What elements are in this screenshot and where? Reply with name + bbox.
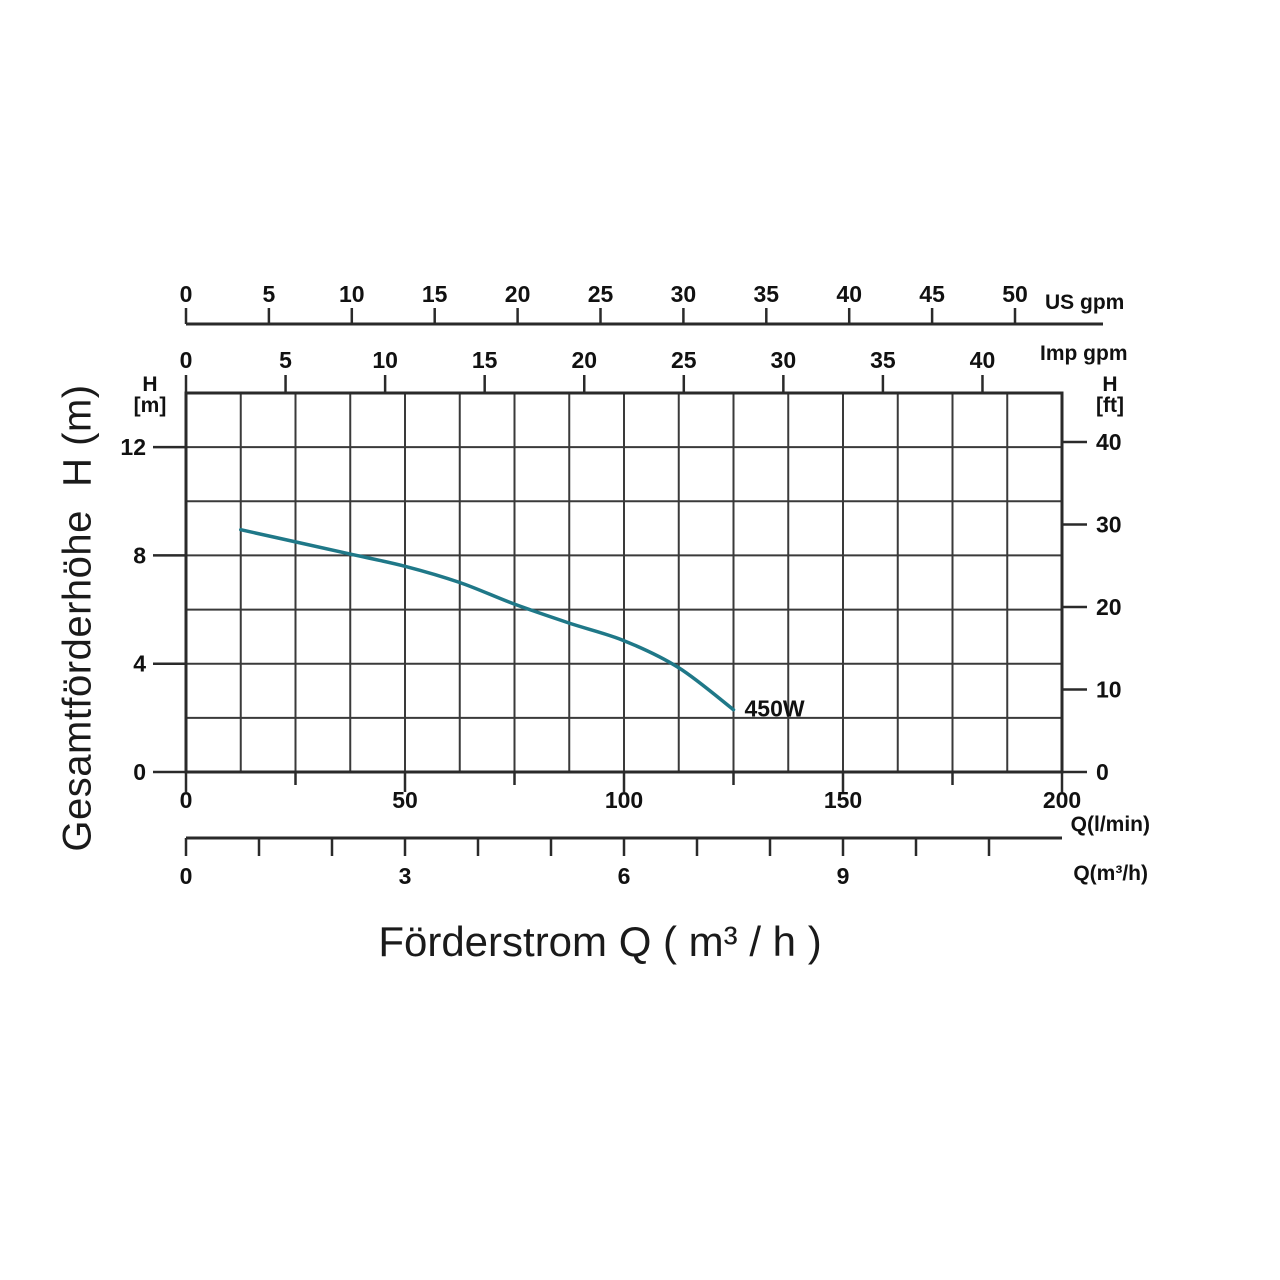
q-lmin-tick-label: 200 <box>1043 787 1081 813</box>
h-m-unit-label-line2: [m] <box>134 394 167 417</box>
curve-label-450w: 450W <box>745 696 805 722</box>
h-m-tick-label: 0 <box>133 759 146 785</box>
q-lmin-tick-label: 0 <box>180 787 193 813</box>
h-ft-tick-label: 40 <box>1096 429 1122 455</box>
us-gpm-tick-label: 15 <box>422 281 448 307</box>
h-m-tick-label: 8 <box>133 542 146 568</box>
q-lmin-tick-label: 150 <box>824 787 862 813</box>
q-m3h-tick-label: 0 <box>180 863 193 889</box>
q-m3h-tick-label: 6 <box>618 863 631 889</box>
h-m-unit-label-line1: H <box>142 373 157 396</box>
q-lmin-tick-label: 50 <box>392 787 418 813</box>
imp-gpm-tick-label: 20 <box>571 347 597 373</box>
imp-gpm-tick-label: 35 <box>870 347 896 373</box>
h-m-tick-label: 12 <box>120 434 146 460</box>
us-gpm-tick-label: 25 <box>588 281 614 307</box>
us-gpm-tick-label: 10 <box>339 281 365 307</box>
q-m3h-unit-label: Q(m³/h) <box>1073 862 1148 885</box>
q-lmin-tick-label: 100 <box>605 787 643 813</box>
imp-gpm-tick-label: 5 <box>279 347 292 373</box>
us-gpm-tick-label: 45 <box>919 281 945 307</box>
us-gpm-tick-label: 5 <box>263 281 276 307</box>
imp-gpm-tick-label: 10 <box>372 347 398 373</box>
us-gpm-tick-label: 40 <box>836 281 862 307</box>
imp-gpm-tick-label: 30 <box>771 347 797 373</box>
us-gpm-tick-label: 50 <box>1002 281 1028 307</box>
q-m3h-tick-label: 9 <box>837 863 850 889</box>
us-gpm-tick-label: 30 <box>671 281 697 307</box>
h-ft-unit-label-line1: H <box>1102 373 1117 396</box>
h-ft-tick-label: 10 <box>1096 676 1122 702</box>
q-m3h-tick-label: 3 <box>399 863 412 889</box>
h-ft-tick-label: 20 <box>1096 594 1122 620</box>
imp-gpm-tick-label: 25 <box>671 347 697 373</box>
imp-gpm-tick-label: 40 <box>970 347 996 373</box>
imp-gpm-tick-label: 15 <box>472 347 498 373</box>
y-axis-title: Gesamtförderhöhe H (m) <box>55 384 100 852</box>
imp-gpm-unit-label: Imp gpm <box>1040 342 1128 365</box>
h-ft-unit-label-line2: [ft] <box>1096 394 1124 417</box>
pump-curve-450w <box>239 527 736 712</box>
us-gpm-tick-label: 0 <box>180 281 193 307</box>
us-gpm-tick-label: 20 <box>505 281 531 307</box>
h-m-tick-label: 4 <box>133 651 146 677</box>
us-gpm-unit-label: US gpm <box>1045 291 1124 314</box>
x-axis-title: Förderstrom Q ( m³ / h ) <box>378 918 822 965</box>
q-lmin-unit-label: Q(l/min) <box>1071 813 1150 836</box>
us-gpm-tick-label: 35 <box>754 281 780 307</box>
h-ft-tick-label: 0 <box>1096 759 1109 785</box>
h-ft-tick-label: 30 <box>1096 511 1122 537</box>
imp-gpm-tick-label: 0 <box>180 347 193 373</box>
